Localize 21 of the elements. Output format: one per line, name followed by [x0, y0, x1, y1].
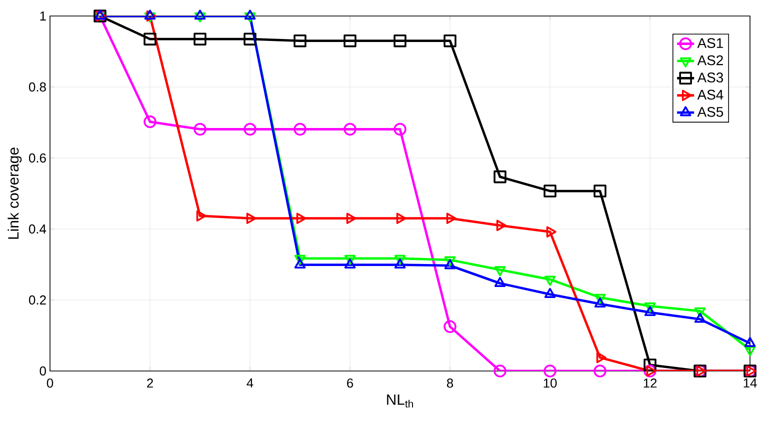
y-tick-label: 0.4 [28, 224, 46, 234]
x-tick-label: 14 [744, 378, 757, 388]
y-tick-label: 1 [40, 12, 46, 20]
legend-label: AS2 [697, 55, 723, 66]
legend-label: AS4 [697, 90, 724, 100]
y-axis-title: Link coverage [8, 148, 22, 239]
legend-label: AS3 [697, 72, 724, 82]
legend-label: AS5 [697, 106, 724, 117]
legend-label: AS1 [697, 38, 723, 48]
x-tick-label: 12 [644, 378, 657, 388]
y-tick-label: 0.8 [28, 82, 46, 92]
x-tick-label: 10 [544, 378, 557, 388]
x-tick-label: 0 [46, 378, 54, 388]
x-tick-label: 8 [446, 378, 454, 388]
x-tick-label: 6 [347, 378, 354, 388]
x-axis-title: NL$_{th}$ [387, 394, 413, 408]
x-tick-label: 2 [147, 378, 153, 388]
x-tick-label: 4 [246, 378, 254, 388]
y-tick-label: 0 [40, 366, 46, 376]
y-tick-label: 0.6 [28, 153, 46, 163]
y-tick-label: 0.2 [28, 295, 46, 305]
